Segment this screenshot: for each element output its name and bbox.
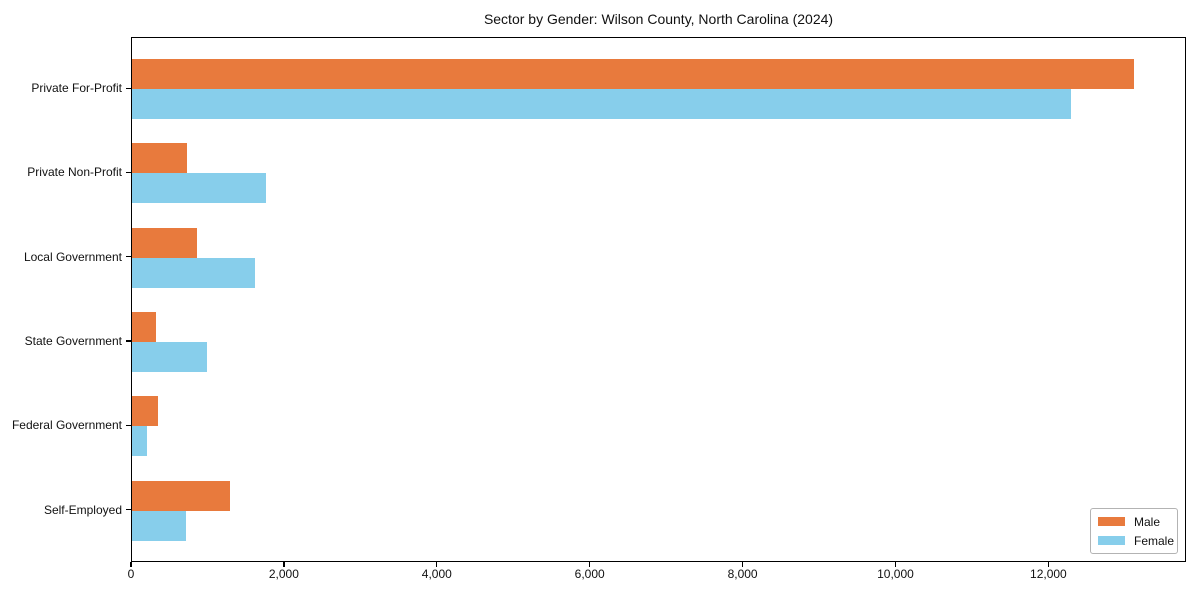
- bar-male-local-government: [132, 227, 197, 258]
- x-tick-mark: [1047, 562, 1050, 567]
- chart-title: Sector by Gender: Wilson County, North C…: [483, 11, 834, 27]
- legend: Male Female: [1090, 508, 1178, 554]
- x-tick-mark: [283, 562, 285, 567]
- bar-male-federal-government: [132, 396, 158, 427]
- legend-swatch-female-icon: [1098, 536, 1125, 545]
- y-axis-label-self-employed: Self-Employed: [43, 502, 122, 517]
- y-axis-label-state-government: State Government: [24, 333, 122, 348]
- x-axis-label-10-000: 10,000: [877, 567, 914, 581]
- bar-female-federal-government: [132, 426, 148, 457]
- legend-item-female: Female: [1098, 534, 1177, 548]
- x-tick-mark: [894, 562, 897, 567]
- bar-male-private-non-profit: [132, 143, 187, 174]
- y-axis-label-private-non-profit: Private Non-Profit: [27, 165, 122, 180]
- x-axis-label-12-000: 12,000: [1030, 567, 1067, 581]
- x-tick-mark: [130, 562, 132, 567]
- bar-female-private-for-profit: [132, 89, 1071, 119]
- y-tick-mark: [126, 509, 131, 511]
- bar-female-self-employed: [132, 510, 186, 541]
- x-axis-label-2-000: 2,000: [268, 567, 299, 581]
- x-tick-mark: [589, 562, 591, 567]
- x-tick-mark: [741, 562, 744, 567]
- bar-male-private-for-profit: [132, 59, 1134, 89]
- y-axis-label-federal-government: Federal Government: [11, 418, 122, 433]
- y-tick-mark: [126, 340, 131, 342]
- y-tick-mark: [126, 424, 131, 426]
- y-tick-mark: [126, 171, 131, 174]
- x-axis-label-8-000: 8,000: [727, 567, 758, 581]
- bar-female-state-government: [132, 341, 207, 372]
- x-axis-label-0: 0: [127, 567, 135, 581]
- y-tick-mark: [126, 87, 131, 89]
- bar-female-private-non-profit: [132, 173, 267, 204]
- legend-label-female: Female: [1134, 533, 1175, 548]
- plot-area: [131, 37, 1186, 562]
- bar-male-self-employed: [132, 480, 231, 511]
- legend-item-male: Male: [1098, 515, 1177, 529]
- bar-female-local-government: [132, 257, 256, 288]
- y-axis-label-local-government: Local Government: [23, 249, 122, 264]
- y-tick-mark: [126, 256, 131, 258]
- legend-swatch-male-icon: [1098, 517, 1125, 526]
- y-axis-label-private-for-profit: Private For-Profit: [31, 81, 122, 95]
- x-tick-mark: [436, 562, 438, 567]
- legend-label-male: Male: [1134, 514, 1161, 529]
- x-axis-label-4-000: 4,000: [421, 567, 452, 581]
- bar-male-state-government: [132, 311, 156, 342]
- x-axis-label-6-000: 6,000: [574, 567, 605, 581]
